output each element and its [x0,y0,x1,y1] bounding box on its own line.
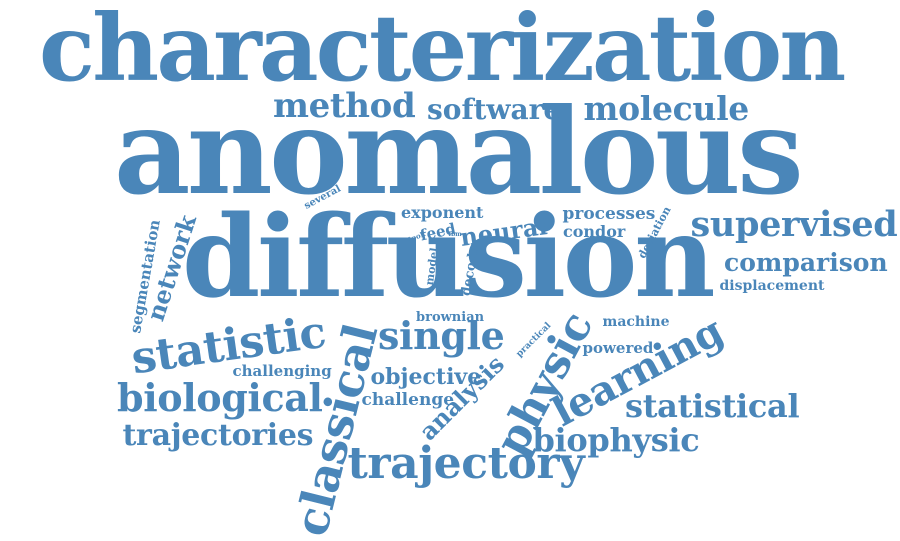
word-trajectories: trajectories [122,418,314,453]
word-machine: machine [602,314,670,330]
word-statistical: statistical [625,387,800,425]
word-single: single [378,313,505,358]
word-processes: processes [562,203,656,224]
word-software: software [427,93,562,126]
word-characterization: characterization [39,0,846,102]
word-supervised: supervised [690,203,898,245]
word-displacement: displacement [719,278,825,294]
word-trajectory: trajectory [347,438,585,489]
word-challenge: challenge [361,389,455,410]
word-biophysic: biophysic [532,421,700,459]
word-exponent: exponent [401,203,484,222]
word-brownian: brownian [416,309,485,325]
word-challenging: challenging [232,361,332,380]
word-method: method [273,86,416,126]
word-fbm: fbm [448,231,462,238]
word-objective: objective [370,364,482,390]
word-powered: powered [582,338,654,357]
word-diffusion: diffusion [182,192,716,323]
word-biological: biological [117,375,323,420]
word-molecule: molecule [583,88,750,128]
word-anomalous: anomalous [114,82,804,221]
word-condor: condor [563,222,626,241]
word-comparison: comparison [724,247,888,277]
